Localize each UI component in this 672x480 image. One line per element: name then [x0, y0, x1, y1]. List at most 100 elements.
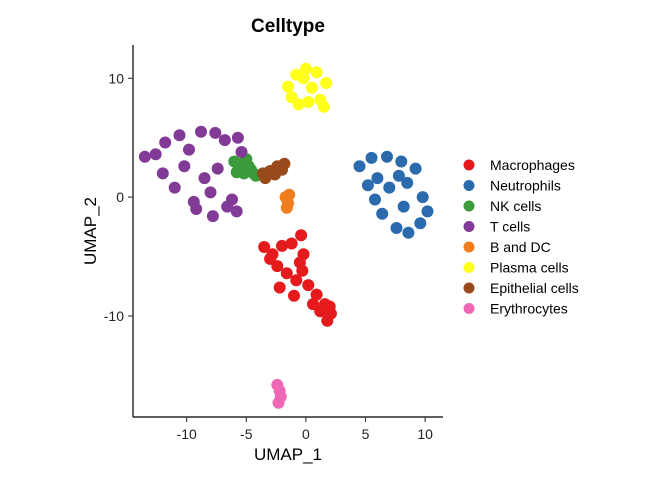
data-point: [138, 150, 151, 163]
data-point: [187, 195, 200, 208]
legend-swatch: [463, 262, 475, 273]
legend-swatch: [463, 200, 475, 212]
data-point: [183, 143, 195, 156]
data-point: [302, 96, 315, 108]
data-point: [168, 181, 181, 194]
data-point: [310, 66, 323, 79]
legend-label: Plasma cells: [490, 260, 569, 276]
data-point: [361, 179, 374, 192]
x-tick-label: 10: [417, 426, 433, 442]
data-point: [323, 300, 336, 313]
x-tick-label: 5: [362, 426, 370, 442]
data-point: [376, 207, 389, 220]
legend-item: Macrophages: [463, 157, 575, 173]
data-point: [414, 217, 427, 230]
data-point: [178, 160, 191, 173]
legend-item: NK cells: [463, 198, 541, 214]
data-point: [285, 237, 298, 250]
data-point: [397, 200, 410, 213]
data-point: [258, 241, 271, 253]
data-point: [302, 279, 315, 292]
legend-label: NK cells: [490, 198, 541, 214]
series-epithelial-cells: [257, 157, 291, 185]
series-neutrophils: [353, 150, 434, 239]
data-point: [317, 100, 330, 113]
series-b-and-dc: [279, 188, 296, 214]
series-plasma-cells: [282, 62, 333, 113]
legend-item: Erythrocytes: [463, 301, 568, 317]
data-point: [206, 210, 219, 223]
legend-swatch: [463, 241, 475, 253]
data-point: [369, 193, 381, 206]
data-point: [371, 172, 384, 185]
data-point: [280, 267, 293, 280]
data-point: [204, 186, 217, 199]
data-point: [264, 252, 277, 265]
y-tick-label: -10: [104, 308, 124, 324]
data-point: [272, 396, 285, 409]
data-point: [416, 191, 429, 204]
data-point: [297, 72, 310, 85]
data-point: [288, 289, 300, 302]
x-axis-ticks: -10 -5 0 5 10: [177, 417, 433, 442]
legend-label: Epithelial cells: [490, 280, 579, 296]
data-point: [283, 188, 296, 201]
legend-swatch: [463, 221, 475, 232]
data-point: [235, 157, 248, 170]
data-point: [149, 148, 162, 161]
data-point: [390, 222, 403, 234]
legend-label: Neutrophils: [490, 178, 561, 194]
data-point: [195, 125, 207, 138]
data-point: [211, 162, 224, 175]
data-point: [276, 239, 288, 252]
series-nk-cells: [228, 153, 262, 182]
series-t-cells: [138, 125, 248, 223]
legend-item: T cells: [463, 219, 530, 235]
data-point: [305, 81, 318, 94]
legend-label: B and DC: [490, 239, 551, 255]
data-point: [231, 131, 244, 144]
data-point: [280, 201, 293, 214]
data-point: [276, 163, 288, 176]
data-point: [259, 172, 272, 185]
data-point: [353, 160, 366, 173]
data-point: [209, 126, 222, 139]
legend: Macrophages Neutrophils NK cells T cells B a…: [463, 157, 579, 317]
data-point: [230, 205, 243, 218]
data-point: [290, 274, 303, 287]
data-point: [421, 205, 434, 218]
data-point: [365, 151, 378, 164]
data-point: [409, 162, 422, 175]
data-point: [156, 167, 169, 180]
y-tick-label: 10: [108, 70, 124, 86]
data-point: [383, 181, 396, 194]
legend-swatch: [463, 303, 475, 314]
legend-item: Neutrophils: [463, 178, 561, 194]
data-point: [402, 226, 415, 239]
data-point: [295, 229, 308, 242]
y-tick-label: 0: [116, 189, 124, 205]
legend-item: B and DC: [463, 239, 551, 255]
data-point: [235, 146, 248, 158]
series-erythrocytes: [271, 378, 287, 409]
data-point: [218, 134, 231, 147]
data-point: [282, 80, 294, 93]
data-point: [245, 163, 257, 176]
chart-title: Celltype: [251, 16, 325, 37]
x-tick-label: 0: [302, 426, 310, 442]
x-axis-title: UMAP_1: [254, 445, 322, 464]
legend-label: Erythrocytes: [490, 301, 568, 317]
data-point: [198, 172, 211, 185]
legend-item: Epithelial cells: [463, 280, 579, 296]
data-point: [392, 169, 405, 182]
data-point: [299, 62, 312, 75]
legend-item: Plasma cells: [463, 260, 569, 276]
data-point: [173, 129, 186, 142]
legend-swatch: [463, 180, 475, 191]
x-tick-label: -5: [240, 426, 253, 442]
data-point: [381, 150, 393, 163]
series-macrophages: [258, 229, 337, 327]
data-point: [401, 176, 414, 189]
legend-swatch: [463, 159, 475, 171]
